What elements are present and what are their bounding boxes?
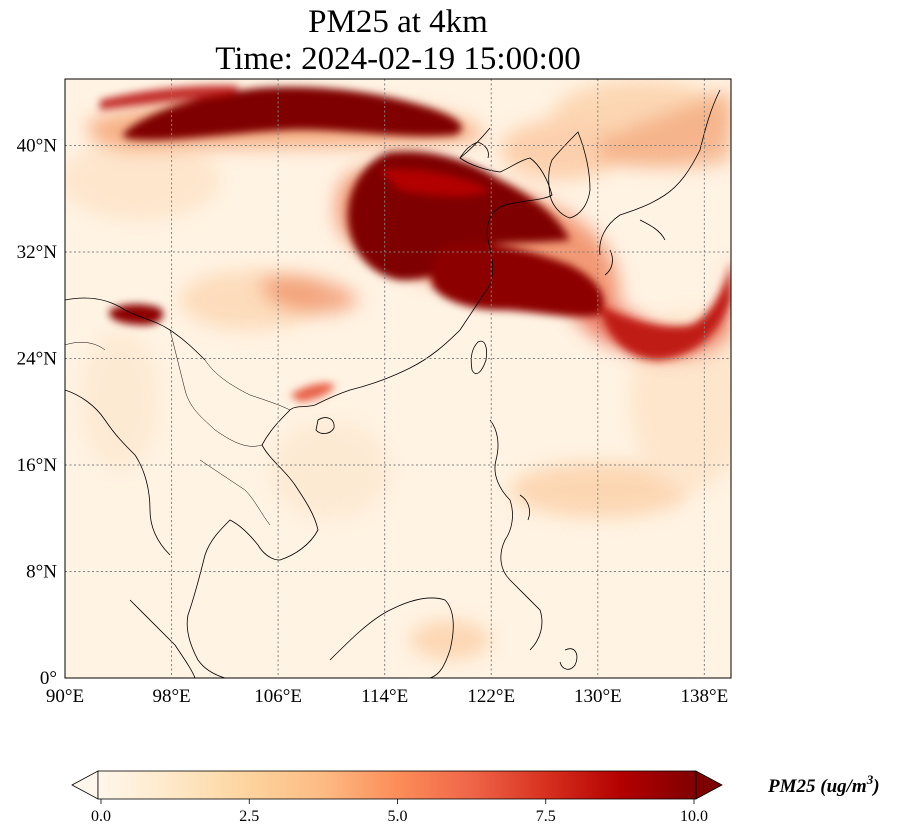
y-tick-label: 32°N	[17, 242, 58, 263]
map-frame	[64, 78, 732, 679]
map-title-line-1: PM25 at 4km	[308, 4, 488, 40]
colorbar-tick-label: 2.5	[239, 808, 259, 825]
y-tick-label: 24°N	[17, 349, 58, 370]
colorbar-tick-label: 7.5	[536, 808, 556, 825]
y-tick-label: 40°N	[17, 136, 58, 157]
y-axis-ticks: 0° 8°N 16°N 24°N 32°N 40°N	[17, 136, 58, 689]
concentration-field	[65, 79, 731, 678]
y-tick-label: 0°	[40, 668, 57, 689]
x-tick-label: 138°E	[681, 686, 729, 707]
y-tick-label: 16°N	[17, 455, 58, 476]
x-axis-ticks: 90°E 98°E 106°E 114°E 122°E 130°E 138°E	[46, 686, 728, 707]
colorbar-label: PM25 (ug/m3)	[767, 772, 880, 797]
colorbar-gradient	[97, 770, 697, 800]
colorbar-extend-low	[71, 770, 99, 800]
coastlines	[65, 89, 721, 678]
colorbar-tick-label: 0.0	[91, 808, 111, 825]
x-tick-label: 98°E	[152, 686, 190, 707]
colorbar-tick-label: 10.0	[680, 808, 708, 825]
x-tick-label: 130°E	[574, 686, 622, 707]
x-tick-label: 90°E	[46, 686, 84, 707]
y-tick-label: 8°N	[26, 562, 57, 583]
map-title-line-2: Time: 2024-02-19 15:00:00	[215, 41, 581, 77]
x-tick-label: 122°E	[467, 686, 515, 707]
colorbar-extend-high	[695, 770, 723, 800]
colorbar-tick-label: 5.0	[388, 808, 408, 825]
grid-lines	[65, 79, 731, 678]
x-tick-label: 106°E	[254, 686, 302, 707]
colorbar-ticks: 0.0 2.5 5.0 7.5 10.0	[91, 799, 708, 825]
colorbar: 0.0 2.5 5.0 7.5 10.0 PM25 (ug/m3)	[71, 770, 880, 825]
x-tick-label: 114°E	[361, 686, 408, 707]
